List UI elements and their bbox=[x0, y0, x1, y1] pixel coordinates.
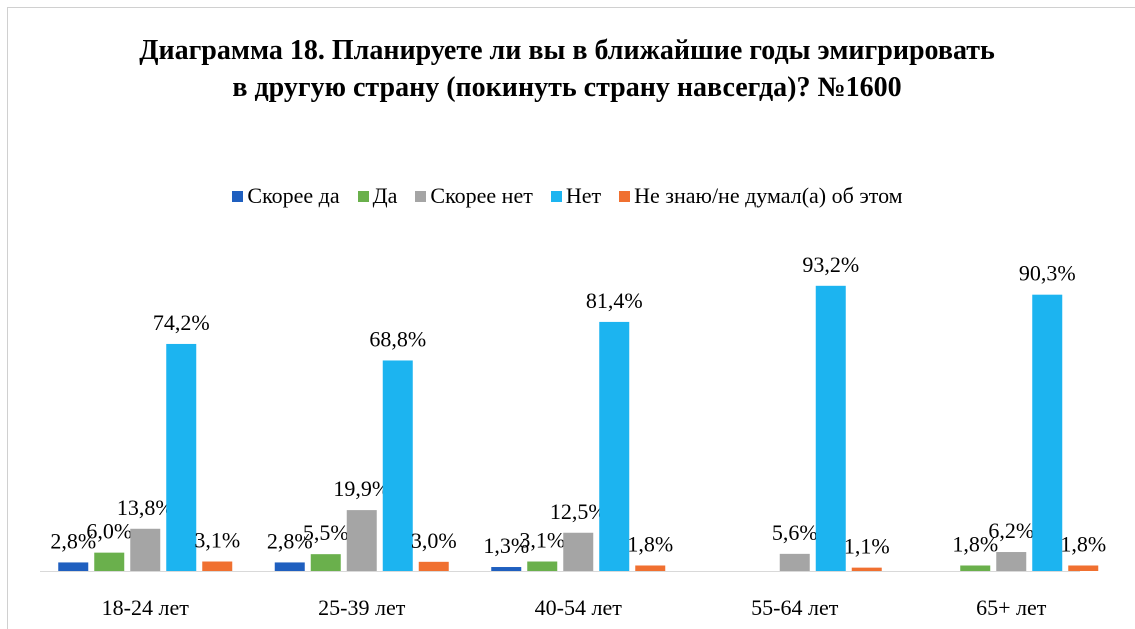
bar bbox=[166, 343, 197, 571]
legend-item: Скорее нет bbox=[415, 183, 533, 209]
data-label: 13,8% bbox=[117, 495, 174, 520]
data-label: 81,4% bbox=[586, 288, 643, 313]
legend: Скорее да Да Скорее нет Нет Не знаю/не думал… bbox=[0, 183, 1135, 209]
bar bbox=[202, 561, 233, 571]
data-label: 90,3% bbox=[1019, 261, 1076, 286]
legend-label: Да bbox=[372, 183, 398, 208]
bar bbox=[996, 552, 1027, 571]
legend-label: Скорее нет bbox=[430, 183, 533, 208]
x-tick-label: 25-39 лет bbox=[318, 595, 406, 620]
bar bbox=[779, 553, 810, 571]
legend-label: Скорее да bbox=[247, 183, 340, 208]
data-label: 74,2% bbox=[153, 310, 210, 335]
data-label: 5,6% bbox=[772, 520, 818, 545]
legend-item: Нет bbox=[550, 183, 602, 209]
data-label: 6,2% bbox=[988, 518, 1034, 543]
bar bbox=[1032, 294, 1063, 571]
data-label: 19,9% bbox=[333, 476, 390, 501]
data-label: 1,8% bbox=[627, 531, 673, 556]
bar bbox=[815, 285, 846, 571]
legend-swatch bbox=[357, 190, 369, 202]
bar bbox=[130, 528, 161, 571]
chart-title: Диаграмма 18. Планируете ли вы в ближайш… bbox=[139, 35, 995, 103]
data-label: 1,3% bbox=[483, 533, 529, 558]
data-label: 2,8% bbox=[50, 528, 96, 553]
bar bbox=[599, 321, 630, 571]
legend-item: Не знаю/не думал(а) об этом bbox=[619, 183, 903, 209]
bar bbox=[58, 562, 89, 571]
x-tick-label: 55-64 лет bbox=[751, 595, 839, 620]
data-label: 93,2% bbox=[802, 252, 859, 277]
legend-swatch bbox=[415, 190, 427, 202]
data-label: 1,8% bbox=[1060, 531, 1106, 556]
bar bbox=[960, 565, 991, 571]
legend-item: Скорее да bbox=[232, 183, 340, 209]
legend-swatch bbox=[550, 190, 562, 202]
data-label: 12,5% bbox=[550, 499, 607, 524]
data-label: 68,8% bbox=[369, 326, 426, 351]
legend-swatch bbox=[232, 190, 244, 202]
data-label: 3,0% bbox=[411, 528, 457, 553]
legend-label: Нет bbox=[565, 183, 602, 208]
data-label: 6,0% bbox=[86, 519, 132, 544]
bar bbox=[382, 360, 413, 571]
x-tick-label: 65+ лет bbox=[976, 595, 1047, 620]
bar bbox=[94, 552, 125, 571]
bar bbox=[274, 562, 305, 571]
data-label: 3,1% bbox=[194, 528, 240, 553]
bar bbox=[346, 510, 377, 571]
data-label: 3,1% bbox=[519, 528, 565, 553]
bar bbox=[851, 567, 882, 571]
x-tick-label: 18-24 лет bbox=[102, 595, 190, 620]
legend-label: Не знаю/не думал(а) об этом bbox=[634, 183, 903, 208]
bar bbox=[635, 565, 666, 571]
frame bbox=[7, 7, 1135, 629]
bar bbox=[491, 567, 522, 571]
bar bbox=[418, 561, 449, 571]
data-label: 1,1% bbox=[844, 534, 890, 559]
bar bbox=[310, 554, 341, 571]
bar bbox=[563, 532, 594, 571]
bar bbox=[1068, 565, 1099, 571]
legend-swatch bbox=[619, 190, 631, 202]
data-label: 1,8% bbox=[952, 531, 998, 556]
x-tick-label: 40-54 лет bbox=[535, 595, 623, 620]
data-label: 2,8% bbox=[267, 528, 313, 553]
legend-item: Да bbox=[357, 183, 398, 209]
bar bbox=[527, 561, 558, 571]
data-label: 5,5% bbox=[303, 520, 349, 545]
